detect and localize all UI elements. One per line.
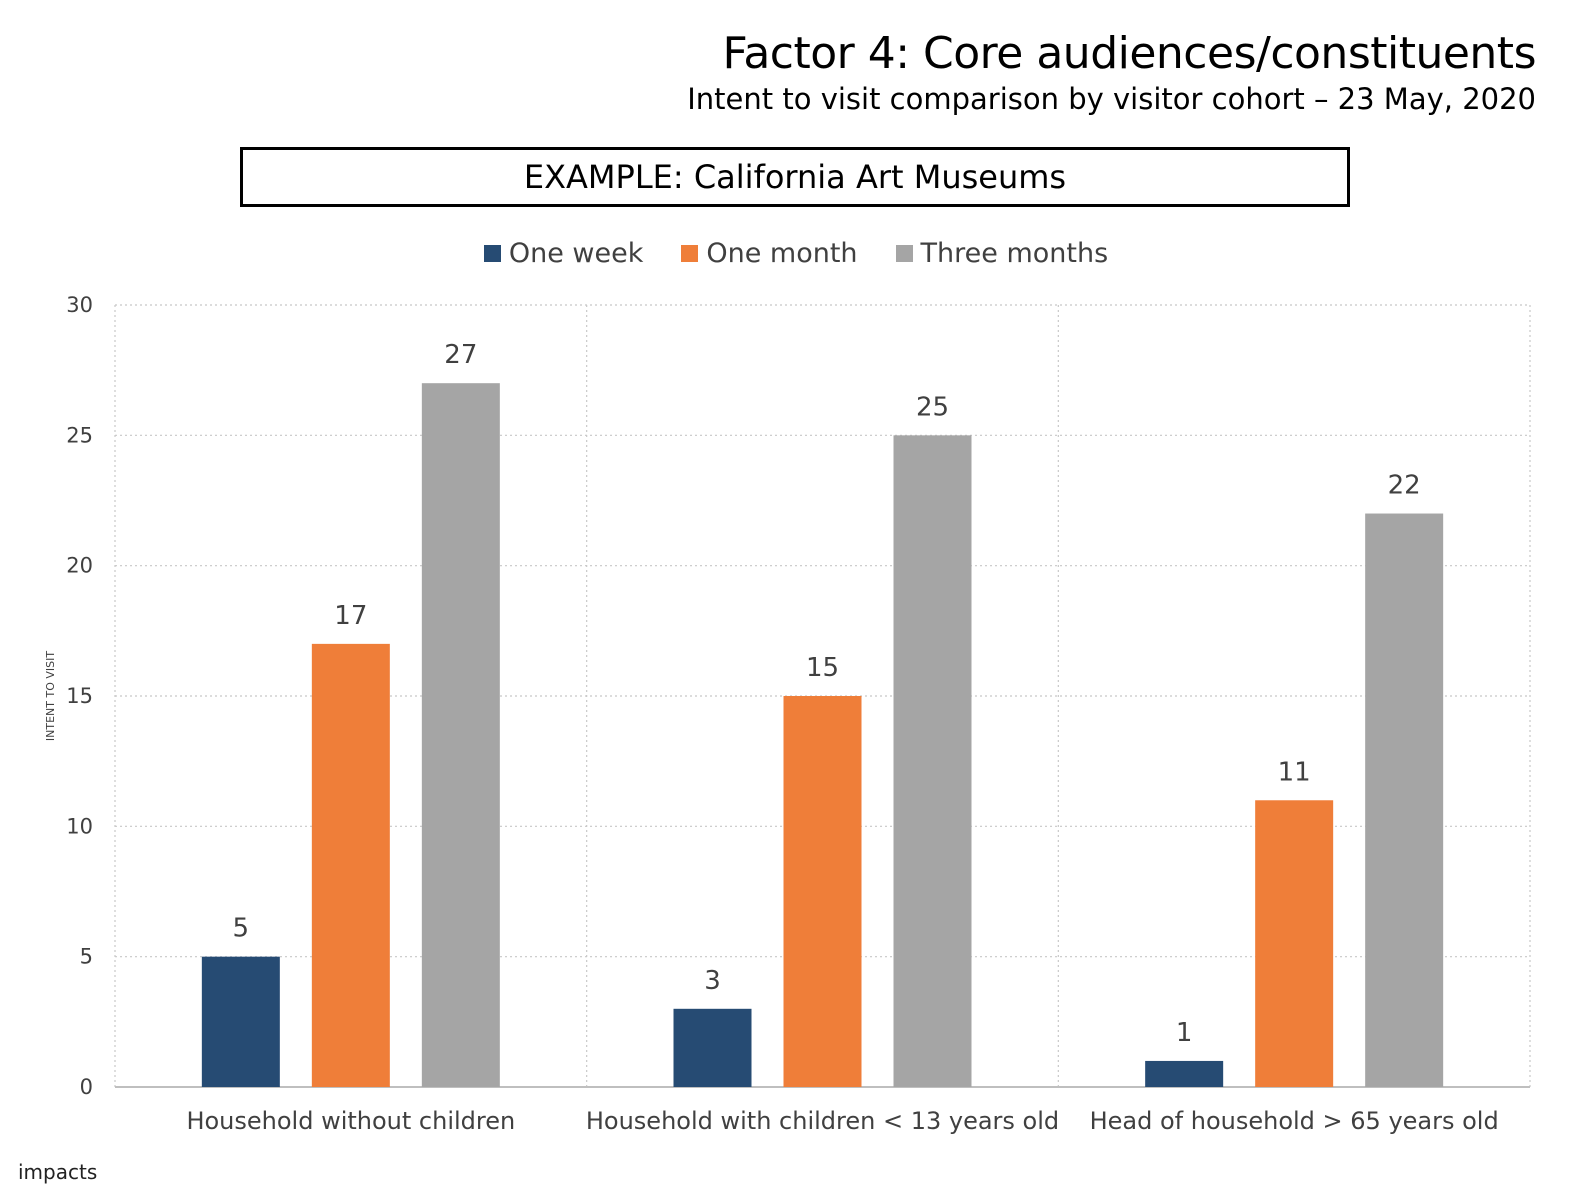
y-tick-label-30: 30 [66,293,93,317]
data-label: 5 [233,914,250,944]
bar [311,643,390,1087]
data-label: 25 [916,392,949,422]
y-tick-label-5: 5 [80,945,93,969]
data-label: 11 [1278,757,1311,787]
bar [1255,800,1334,1087]
legend-item-one-week: One week [483,238,644,269]
impacts-logo: impacts [18,1160,97,1184]
legend-label-one-week: One week [508,238,644,269]
example-label-box: EXAMPLE: California Art Museums [240,147,1350,207]
data-label: 22 [1388,471,1421,501]
y-tick-label-10: 10 [66,814,93,838]
bar [201,956,280,1087]
y-tick-label-20: 20 [66,554,93,578]
brand-name: impacts [18,1160,98,1184]
legend-item-one-month: One month [681,238,858,269]
page-subtitle: Intent to visit comparison by visitor co… [687,82,1536,116]
y-tick-label-15: 15 [66,684,93,708]
legend-swatch-three-months [895,245,913,262]
bar [893,435,972,1087]
data-label: 1 [1176,1018,1193,1048]
bar [421,383,500,1087]
legend-label-three-months: Three months [920,238,1109,269]
data-label: 3 [704,966,721,996]
y-tick-label-25: 25 [66,423,93,447]
legend-item-three-months: Three months [895,238,1109,269]
example-label: EXAMPLE: California Art Museums [523,158,1067,196]
x-category-label: Head of household > 65 years old [1090,1107,1499,1135]
page-title: Factor 4: Core audiences/constituents [722,28,1537,79]
data-label: 15 [806,653,839,683]
bar [673,1008,752,1087]
data-label: 27 [444,340,477,370]
data-label: 17 [334,601,367,631]
x-category-label: Household without children [186,1107,515,1135]
y-tick-label-0: 0 [80,1075,93,1099]
bar [1365,513,1444,1087]
bar [1145,1060,1224,1087]
chart-legend: One week One month Three months [0,238,1592,269]
y-axis-label: INTENT TO VISIT [44,651,57,741]
legend-label-one-month: One month [706,238,858,269]
legend-swatch-one-week [483,245,501,262]
legend-swatch-one-month [681,245,699,262]
bar [783,696,862,1087]
x-category-label: Household with children < 13 years old [586,1107,1059,1135]
